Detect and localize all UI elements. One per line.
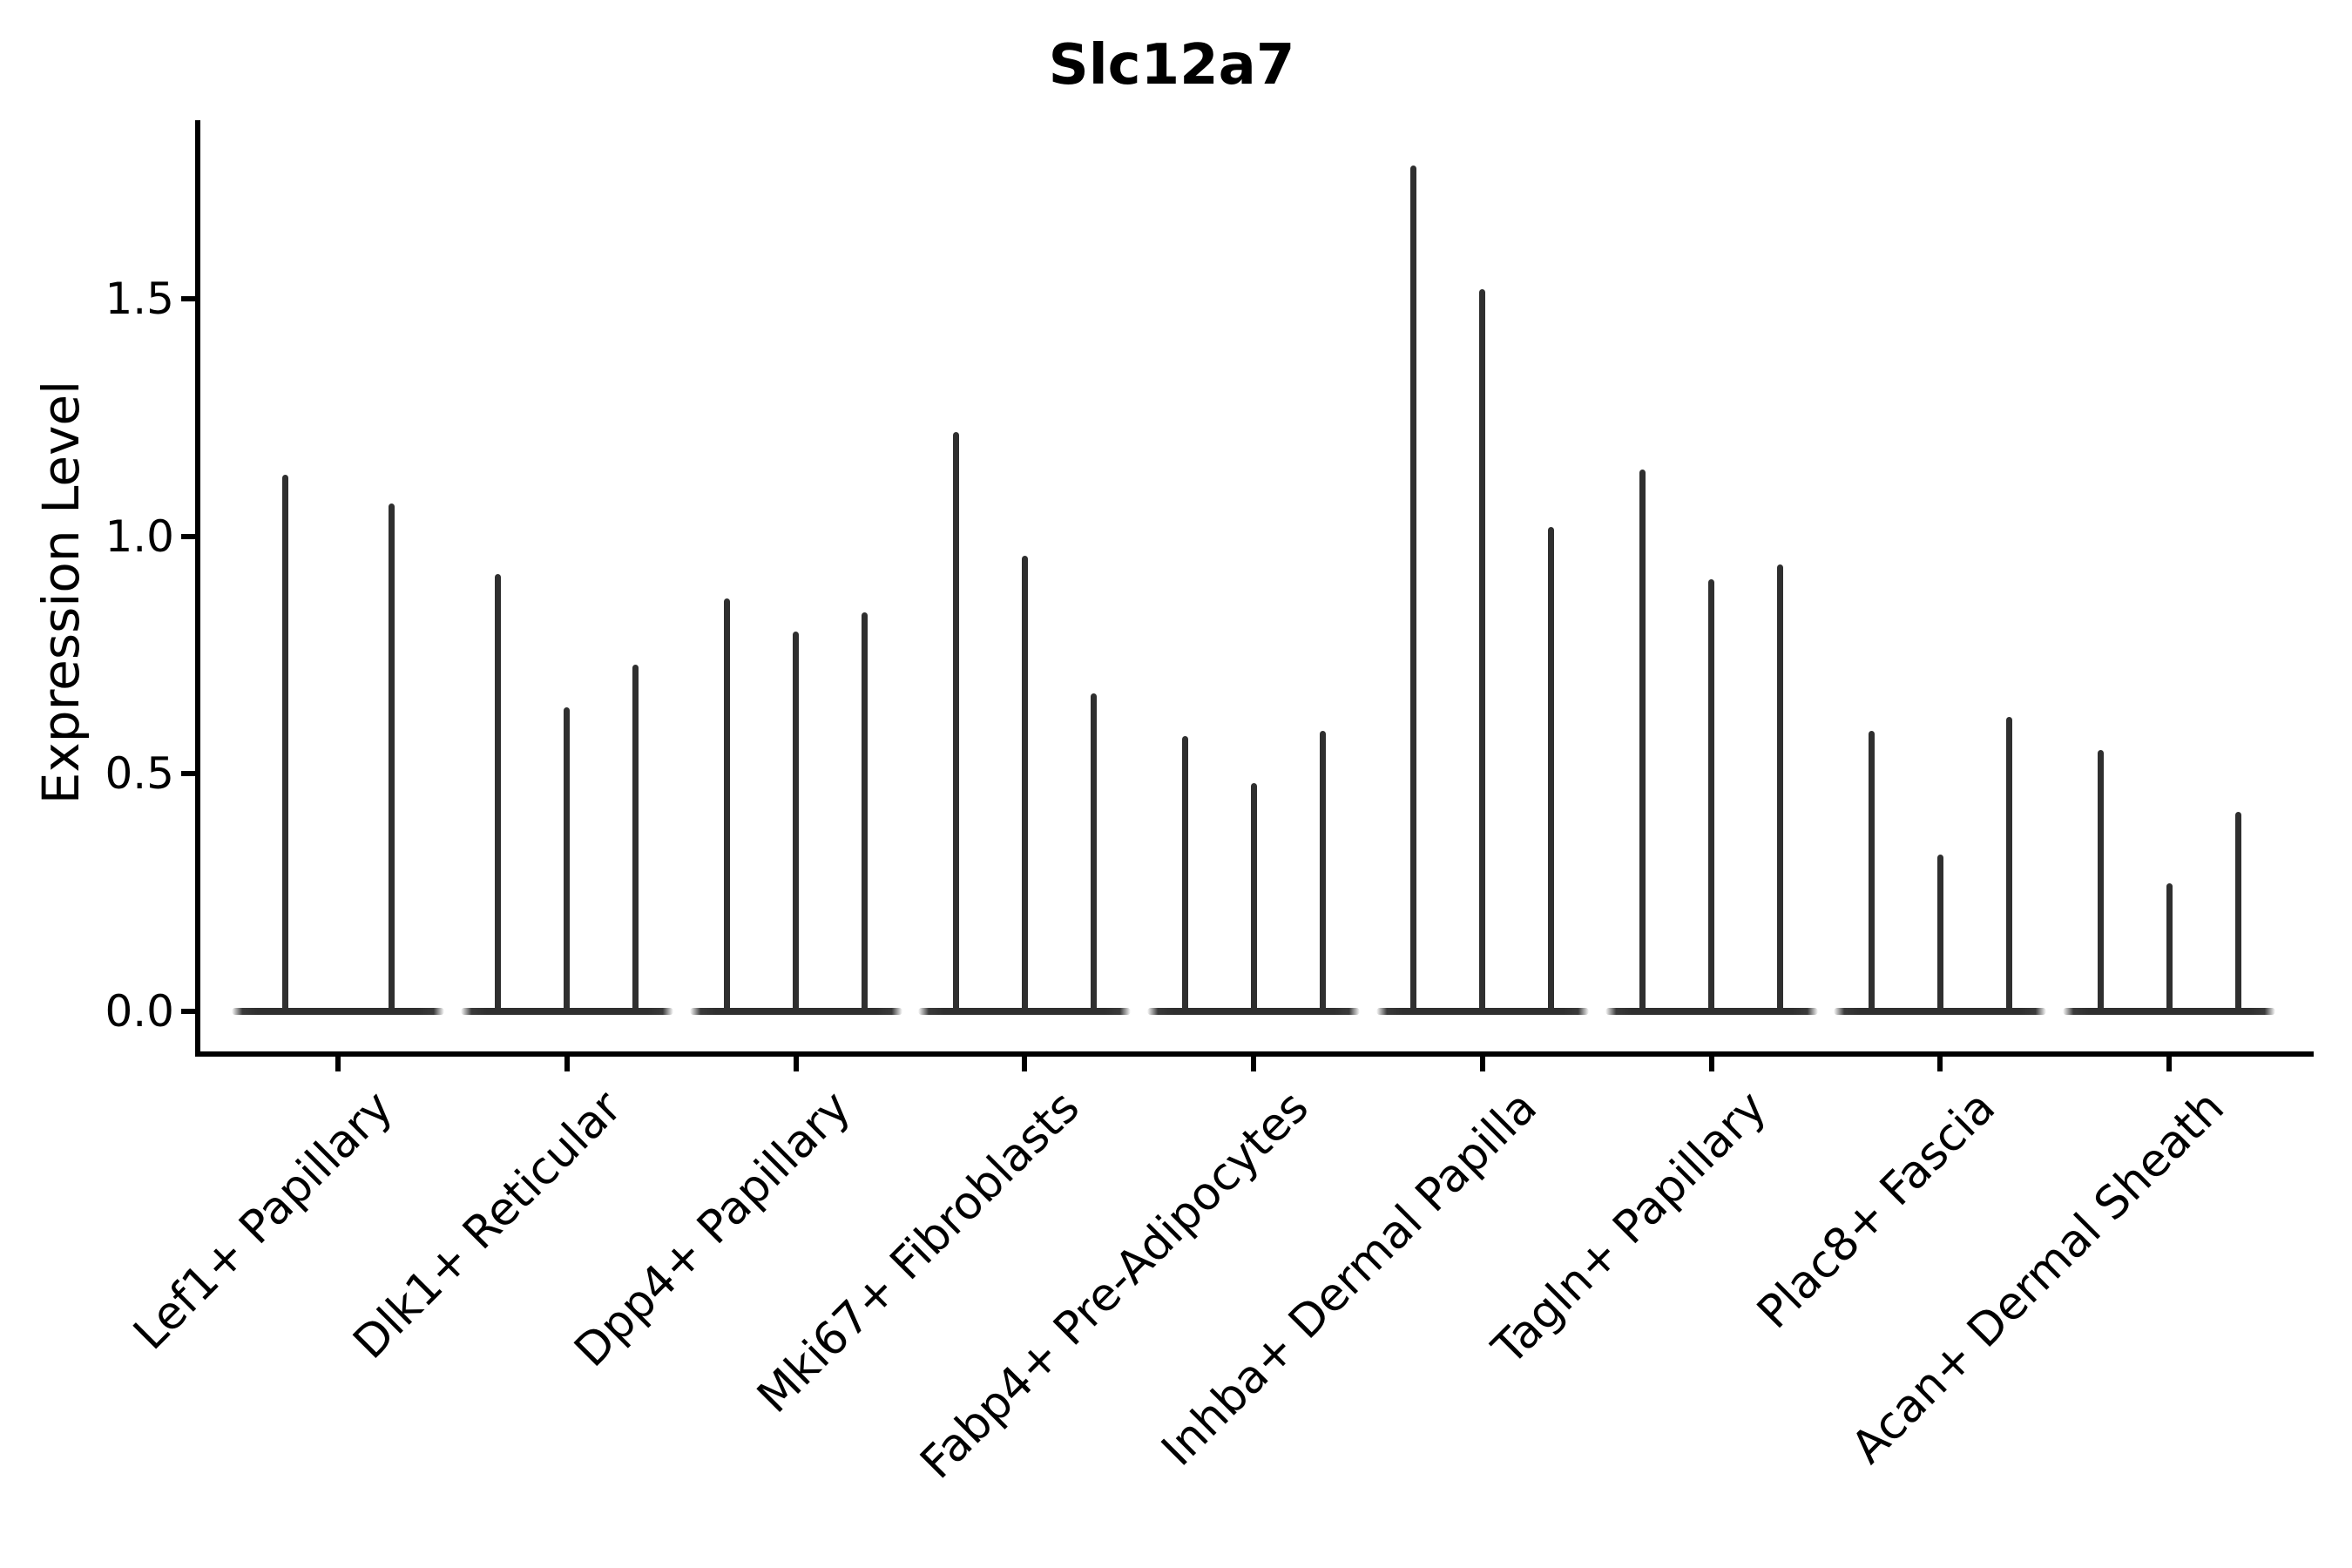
violin-spike [1639,470,1646,1014]
violin-spike [1250,783,1257,1014]
violin-spike [2166,882,2173,1014]
violin-spike [2234,811,2241,1014]
violin-base [232,1008,444,1015]
x-tick-mark [2166,1057,2172,1071]
y-tick-label: 0.0 [105,986,174,1037]
y-axis-spine [195,120,200,1057]
x-tick-label: Acan+ Dermal Sheath [1841,1081,2234,1474]
violin-spike [1319,731,1326,1014]
y-tick-mark [181,533,195,539]
chart-title: Slc12a7 [1048,33,1295,98]
x-tick-mark [793,1057,799,1071]
violin-spike [632,664,639,1014]
y-tick-mark [181,296,195,302]
x-tick-label: Inhba+ Dermal Papilla [1152,1081,1548,1477]
x-tick-mark [564,1057,570,1071]
x-axis-spine [195,1051,2314,1057]
violin-spike [2097,750,2104,1014]
violin-spike [1479,289,1486,1014]
x-tick-mark [335,1057,341,1071]
x-tick-mark [1937,1057,1943,1071]
violin-spike [862,612,868,1014]
violin-spike [495,574,502,1014]
violin-spike [793,631,799,1014]
x-tick-label: Plac8+ Fascia [1747,1081,2005,1340]
violin-spike [724,598,730,1014]
y-tick-label: 1.0 [105,510,174,562]
violin-spike [388,503,395,1014]
x-tick-mark [1022,1057,1028,1071]
violin-spike [1090,693,1097,1014]
violin-spike [564,707,571,1014]
violin-spike [281,474,288,1014]
violin-spike [1410,166,1417,1014]
violin-spike [952,431,959,1014]
y-tick-label: 1.5 [105,274,174,325]
y-tick-label: 0.5 [105,748,174,800]
violin-spike [1777,564,1783,1014]
violin-spike [2005,716,2012,1014]
y-axis-label: Expression Level [31,380,91,805]
x-tick-label: Fabp4+ Pre-Adipocytes [910,1081,1319,1490]
violin-spike [1936,855,1943,1014]
x-tick-mark [1479,1057,1485,1071]
y-tick-mark [181,771,195,777]
x-tick-mark [1251,1057,1256,1071]
y-tick-mark [181,1009,195,1014]
violin-spike [1708,578,1714,1014]
x-tick-mark [1708,1057,1714,1071]
violin-spike [1181,735,1188,1014]
violin-spike [1868,731,1875,1014]
violin-spike [1021,555,1028,1014]
violin-spike [1548,526,1555,1014]
